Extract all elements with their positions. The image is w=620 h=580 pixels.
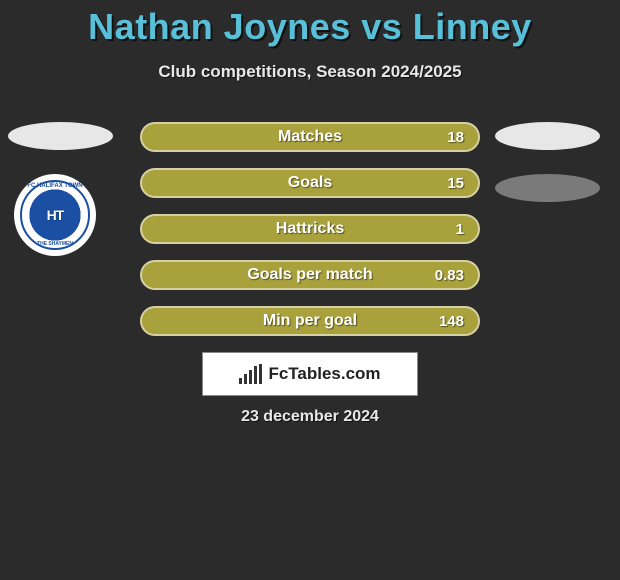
crest-text-bottom: THE SHAYMEN xyxy=(37,241,73,247)
stat-value: 148 xyxy=(439,313,464,330)
stat-value: 1 xyxy=(456,221,464,238)
page-title: Nathan Joynes vs Linney xyxy=(0,6,620,48)
right-column xyxy=(495,122,600,226)
crest-text-top: FC HALIFAX TOWN xyxy=(27,183,82,189)
stat-bar: Hattricks 1 xyxy=(140,214,480,244)
stat-bars: Matches 18 Goals 15 Hattricks 1 Goals pe… xyxy=(140,122,480,352)
stat-value: 18 xyxy=(447,129,464,146)
stat-value: 15 xyxy=(447,175,464,192)
date-label: 23 december 2024 xyxy=(0,408,620,426)
stat-bar: Goals 15 xyxy=(140,168,480,198)
stat-bar: Min per goal 148 xyxy=(140,306,480,336)
stat-label: Goals per match xyxy=(247,266,372,284)
player2-oval-1 xyxy=(495,122,600,150)
logo-bars-icon xyxy=(239,364,262,384)
crest-inner: FC HALIFAX TOWN HT THE SHAYMEN xyxy=(20,180,90,250)
fctables-logo: FcTables.com xyxy=(202,352,418,396)
stat-label: Hattricks xyxy=(276,220,344,238)
crest-center: HT xyxy=(47,207,64,223)
stat-label: Goals xyxy=(288,174,332,192)
subtitle: Club competitions, Season 2024/2025 xyxy=(0,62,620,82)
player1-oval xyxy=(8,122,113,150)
stat-bar: Goals per match 0.83 xyxy=(140,260,480,290)
stat-label: Matches xyxy=(278,128,342,146)
stat-bar: Matches 18 xyxy=(140,122,480,152)
logo-text: FcTables.com xyxy=(268,364,380,384)
player2-oval-2 xyxy=(495,174,600,202)
stat-label: Min per goal xyxy=(263,312,357,330)
left-column: FC HALIFAX TOWN HT THE SHAYMEN xyxy=(8,122,113,256)
team-crest: FC HALIFAX TOWN HT THE SHAYMEN xyxy=(14,174,96,256)
stat-value: 0.83 xyxy=(435,267,464,284)
